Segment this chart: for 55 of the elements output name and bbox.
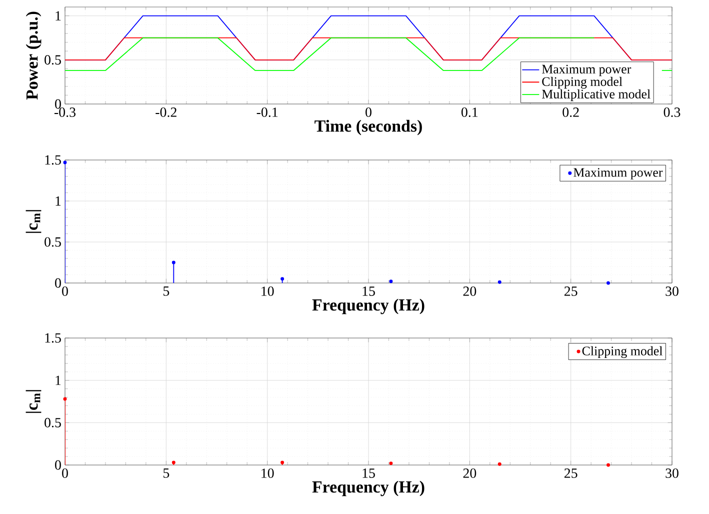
point xyxy=(63,397,67,401)
legend-label: Clipping model xyxy=(542,76,622,89)
x-tick-label: 20 xyxy=(463,286,476,296)
y-tick-label: 0 xyxy=(55,460,61,470)
x-tick-label: 0 xyxy=(62,286,68,296)
point xyxy=(63,160,67,164)
y-tick-label: 1.5 xyxy=(45,155,61,165)
point xyxy=(498,280,502,284)
x-tick-label: 10 xyxy=(262,286,274,296)
legend-label: Maximum power xyxy=(542,64,632,76)
y-tick-label: 0 xyxy=(55,278,61,288)
x-tick-label: 15 xyxy=(362,468,375,478)
y-tick-label: 1 xyxy=(56,196,61,206)
point xyxy=(172,260,176,264)
x-axis-title: Frequency (Hz) xyxy=(312,480,424,496)
legend-label: Clipping model xyxy=(582,346,663,358)
x-tick-label: 30 xyxy=(666,286,678,296)
legend-label: Multiplicative model xyxy=(542,89,650,102)
point xyxy=(606,281,610,285)
y-tick-label: 1 xyxy=(56,376,61,385)
x-tick-label: 15 xyxy=(362,286,375,296)
y-axis-title: |c$_{m}$| xyxy=(26,210,42,233)
y-tick-label: 1.5 xyxy=(45,333,61,343)
point xyxy=(280,460,284,464)
x-tick-label: 0.3 xyxy=(664,108,680,117)
x-tick-label: 0 xyxy=(366,108,372,117)
point xyxy=(606,463,610,467)
point xyxy=(389,280,393,284)
x-tick-label: -0.1 xyxy=(256,108,278,117)
legend-label: Maximum power xyxy=(574,168,663,180)
point xyxy=(498,462,502,466)
point xyxy=(172,460,176,464)
x-tick-label: 5 xyxy=(163,286,170,296)
y-axis-title: Power (p.u.) xyxy=(26,12,42,100)
x-tick-label: 0.2 xyxy=(562,108,579,117)
x-tick-label: 20 xyxy=(463,468,476,478)
x-axis-title: Time (seconds) xyxy=(314,120,422,136)
point xyxy=(389,462,393,466)
y-tick-label: 1 xyxy=(56,11,61,20)
y-tick-label: 0.5 xyxy=(44,418,61,428)
x-tick-label: -0.2 xyxy=(156,108,176,117)
x-tick-label: 5 xyxy=(163,468,170,478)
y-tick-label: 0 xyxy=(55,99,61,109)
x-axis-title: Frequency (Hz) xyxy=(312,298,424,314)
y-axis-title: |c$_{m}$| xyxy=(26,390,42,413)
x-tick-label: 0 xyxy=(62,468,68,478)
y-tick-label: 0.5 xyxy=(44,237,61,247)
x-tick-label: 25 xyxy=(564,468,578,478)
y-tick-label: 0.5 xyxy=(44,55,61,65)
x-tick-label: 30 xyxy=(666,468,678,478)
x-tick-label: 0.1 xyxy=(461,108,478,117)
x-tick-label: 25 xyxy=(564,286,578,296)
point xyxy=(280,277,284,281)
x-tick-label: 10 xyxy=(262,468,274,478)
x-tick-label: -0.3 xyxy=(54,108,76,117)
